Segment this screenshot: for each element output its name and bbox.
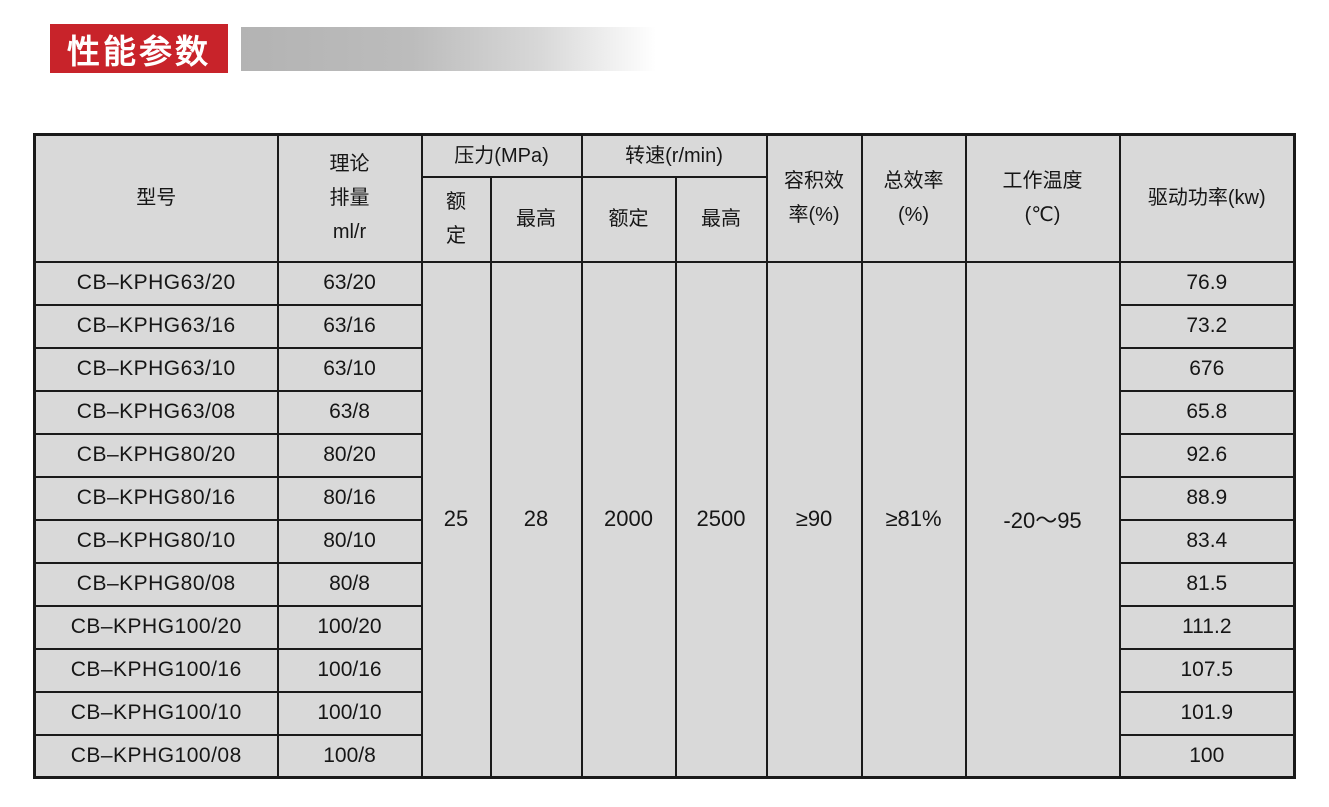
cell-total-efficiency-shared: ≥81% bbox=[860, 260, 967, 779]
cell-drive-power: 65.8 bbox=[1118, 389, 1296, 435]
table-row: CB–KPHG100/16 100/16 107.5 bbox=[33, 647, 1296, 693]
cell-model: CB–KPHG80/20 bbox=[33, 432, 279, 478]
cell-displacement: 100/8 bbox=[276, 733, 423, 779]
col-header-drive-power: 驱动功率(kw) bbox=[1118, 133, 1296, 263]
cell-model: CB–KPHG63/20 bbox=[33, 260, 279, 306]
cell-model: CB–KPHG63/16 bbox=[33, 303, 279, 349]
cell-working-temp-shared: -20～95 bbox=[964, 260, 1121, 779]
col-header-total-efficiency: 总效率 (%) bbox=[860, 133, 967, 263]
cell-drive-power: 111.2 bbox=[1118, 604, 1296, 650]
cell-displacement: 80/20 bbox=[276, 432, 423, 478]
table-row: CB–KPHG80/08 80/8 81.5 bbox=[33, 561, 1296, 607]
table-row: CB–KPHG80/16 80/16 88.9 bbox=[33, 475, 1296, 521]
cell-model: CB–KPHG80/16 bbox=[33, 475, 279, 521]
cell-drive-power: 83.4 bbox=[1118, 518, 1296, 564]
cell-drive-power: 100 bbox=[1118, 733, 1296, 779]
table-row: CB–KPHG63/10 63/10 676 bbox=[33, 346, 1296, 392]
cell-displacement: 63/10 bbox=[276, 346, 423, 392]
col-header-speed-max: 最高 bbox=[674, 175, 768, 263]
cell-displacement: 80/16 bbox=[276, 475, 423, 521]
cell-drive-power: 676 bbox=[1118, 346, 1296, 392]
table-body: CB–KPHG63/20 63/20 25 28 2000 2500 ≥90 ≥… bbox=[33, 260, 1296, 779]
header-row-subcolumns: 额 定 最高 额定 最高 bbox=[35, 175, 1295, 263]
cell-volumetric-efficiency-shared: ≥90 bbox=[765, 260, 863, 779]
table-row: CB–KPHG63/20 63/20 25 28 2000 2500 ≥90 ≥… bbox=[33, 260, 1296, 779]
col-header-pressure-max: 最高 bbox=[489, 175, 583, 263]
cell-drive-power: 81.5 bbox=[1118, 561, 1296, 607]
cell-pressure-max-shared: 28 bbox=[489, 260, 583, 779]
col-header-volumetric-efficiency: 容积效 率(%) bbox=[765, 133, 863, 263]
cell-displacement: 100/10 bbox=[276, 690, 423, 736]
page-title: 性能参数 bbox=[50, 24, 228, 73]
cell-model: CB–KPHG80/08 bbox=[33, 561, 279, 607]
cell-displacement: 100/20 bbox=[276, 604, 423, 650]
cell-model: CB–KPHG63/08 bbox=[33, 389, 279, 435]
table-row: CB–KPHG63/08 63/8 65.8 bbox=[33, 389, 1296, 435]
cell-model: CB–KPHG100/20 bbox=[33, 604, 279, 650]
col-header-working-temp: 工作温度 (℃) bbox=[964, 133, 1121, 263]
col-header-speed-group: 转速(r/min) bbox=[580, 133, 768, 178]
table-row: CB–KPHG80/20 80/20 92.6 bbox=[33, 432, 1296, 478]
table-header: 型号 理论 排量 ml/r 压力(MPa) 转速(r/min) 容积效 率(%)… bbox=[33, 133, 1296, 263]
cell-drive-power: 92.6 bbox=[1118, 432, 1296, 478]
col-header-displacement: 理论 排量 ml/r bbox=[276, 133, 423, 263]
cell-displacement: 80/10 bbox=[276, 518, 423, 564]
table-row: CB–KPHG63/16 63/16 73.2 bbox=[33, 303, 1296, 349]
table-row: CB–KPHG100/10 100/10 101.9 bbox=[33, 690, 1296, 736]
cell-drive-power: 76.9 bbox=[1118, 260, 1296, 306]
cell-drive-power: 88.9 bbox=[1118, 475, 1296, 521]
cell-displacement: 100/16 bbox=[276, 647, 423, 693]
cell-drive-power: 101.9 bbox=[1118, 690, 1296, 736]
cell-drive-power: 73.2 bbox=[1118, 303, 1296, 349]
cell-displacement: 63/20 bbox=[276, 260, 423, 306]
col-header-pressure-rated: 额 定 bbox=[420, 175, 492, 263]
cell-displacement: 63/16 bbox=[276, 303, 423, 349]
cell-displacement: 63/8 bbox=[276, 389, 423, 435]
col-header-pressure-group: 压力(MPa) bbox=[420, 133, 583, 178]
cell-speed-rated-shared: 2000 bbox=[580, 260, 677, 779]
cell-drive-power: 107.5 bbox=[1118, 647, 1296, 693]
performance-parameters-table: 型号 理论 排量 ml/r 压力(MPa) 转速(r/min) 容积效 率(%)… bbox=[33, 133, 1297, 779]
table-row: CB–KPHG100/20 100/20 111.2 bbox=[33, 604, 1296, 650]
cell-model: CB–KPHG63/10 bbox=[33, 346, 279, 392]
table-row: CB–KPHG100/08 100/8 100 bbox=[33, 733, 1296, 779]
cell-model: CB–KPHG100/08 bbox=[33, 733, 279, 779]
cell-pressure-rated-shared: 25 bbox=[420, 260, 492, 779]
cell-model: CB–KPHG80/10 bbox=[33, 518, 279, 564]
col-header-speed-rated: 额定 bbox=[580, 175, 677, 263]
cell-model: CB–KPHG100/10 bbox=[33, 690, 279, 736]
title-gradient-bar bbox=[241, 27, 669, 71]
cell-displacement: 80/8 bbox=[276, 561, 423, 607]
cell-model: CB–KPHG100/16 bbox=[33, 647, 279, 693]
cell-speed-max-shared: 2500 bbox=[674, 260, 768, 779]
header-row-groups: 型号 理论 排量 ml/r 压力(MPa) 转速(r/min) 容积效 率(%)… bbox=[33, 133, 1296, 263]
col-header-model: 型号 bbox=[33, 133, 279, 263]
table-row: CB–KPHG80/10 80/10 83.4 bbox=[33, 518, 1296, 564]
